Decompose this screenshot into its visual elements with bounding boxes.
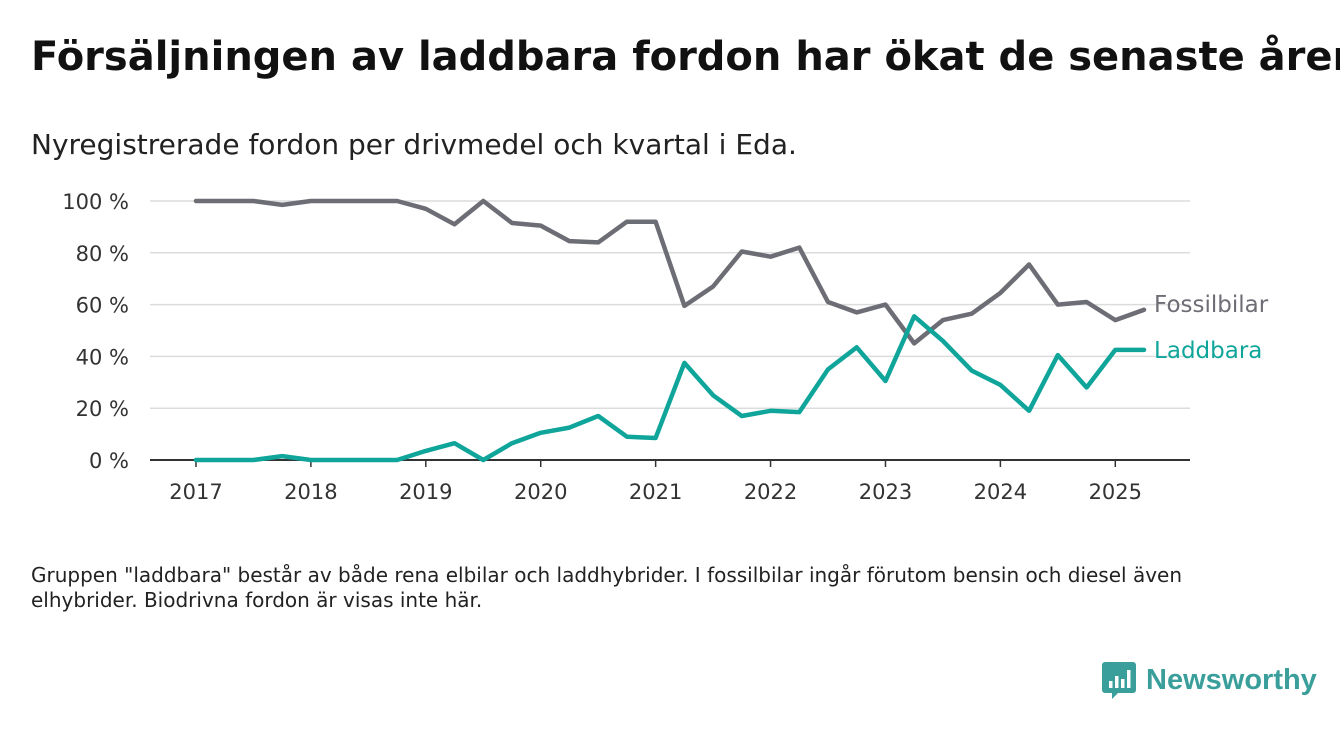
series-label-fossilbilar: Fossilbilar [1154, 292, 1269, 318]
y-tick-label: 100 % [62, 190, 129, 214]
series-lines [193, 198, 1147, 463]
series-labels: Fossilbilar Laddbara [1154, 292, 1269, 364]
line-chart: 0 % 20 % 40 % 60 % 80 % 100 % 2017 2018 2019 202… [62, 190, 1269, 504]
x-tick-label: 2021 [629, 480, 682, 504]
x-tick-label: 2017 [169, 480, 222, 504]
y-tick-label: 40 % [76, 345, 129, 369]
brand-name: Newsworthy [1146, 663, 1317, 696]
gridlines [150, 200, 1190, 409]
x-tick-label: 2019 [399, 480, 452, 504]
y-tick-label: 60 % [76, 294, 129, 318]
x-tick-label: 2023 [859, 480, 912, 504]
x-tick-label: 2020 [514, 480, 567, 504]
newsworthy-logo[interactable]: Newsworthy [1102, 660, 1317, 700]
bar-chart-bubble-icon [1102, 662, 1136, 699]
y-tick-label: 20 % [76, 397, 129, 421]
footnote: Gruppen "laddbara" består av både rena e… [31, 563, 1183, 612]
chart-title: Försäljningen av laddbara fordon har öka… [31, 34, 1340, 80]
y-axis-ticks: 0 % 20 % 40 % 60 % 80 % 100 % [62, 190, 129, 473]
chart-subtitle: Nyregistrerade fordon per drivmedel och … [31, 128, 797, 161]
series-line-laddbara [193, 314, 1147, 463]
y-tick-label: 80 % [76, 242, 129, 266]
x-tick-label: 2018 [284, 480, 337, 504]
x-axis-ticks: 2017 2018 2019 2020 2021 2022 2023 2024 2025 [169, 460, 1142, 504]
series-line-fossilbilar [193, 198, 1147, 346]
x-tick-label: 2022 [744, 480, 797, 504]
series-label-laddbara: Laddbara [1154, 338, 1262, 364]
x-tick-label: 2024 [974, 480, 1027, 504]
x-tick-label: 2025 [1089, 480, 1142, 504]
y-tick-label: 0 % [89, 449, 129, 473]
